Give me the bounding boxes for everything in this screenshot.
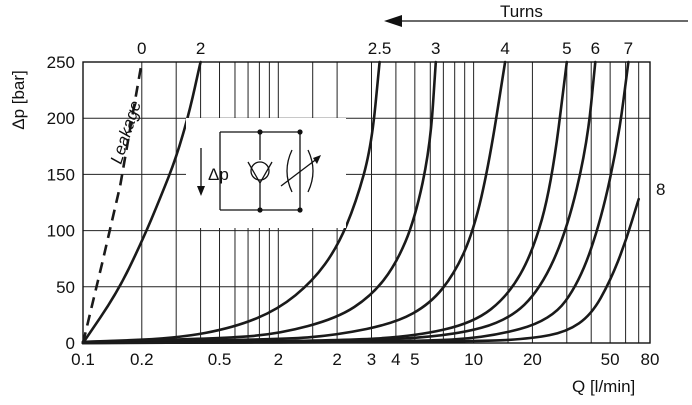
turns-value-label: 7 <box>624 39 633 58</box>
x-tick-label: 4 <box>391 350 400 369</box>
x-tick-label: 3 <box>367 350 376 369</box>
turns-label: Turns <box>500 2 543 21</box>
turns-value-label: 0 <box>137 39 146 58</box>
turns-indicator: Turns <box>384 2 688 27</box>
turns-value-label: 5 <box>562 39 571 58</box>
x-tick-label: 20 <box>523 350 542 369</box>
series-0-line <box>81 60 202 345</box>
x-tick-label: 10 <box>464 350 483 369</box>
x-tick-label: 50 <box>601 350 620 369</box>
series-3-line <box>81 60 438 344</box>
y-tick-label: 50 <box>56 278 75 297</box>
series-leakage-line <box>81 61 144 344</box>
turns-value-label: 8 <box>656 180 665 199</box>
x-tick-label: 0.1 <box>71 350 95 369</box>
turns-value-label: 2.5 <box>368 39 392 58</box>
y-tick-label: 100 <box>47 222 75 241</box>
series-2-5-line <box>81 60 381 344</box>
turns-value-label: 3 <box>431 39 440 58</box>
x-tick-label: 0.2 <box>130 350 154 369</box>
inset-delta-p-label: Δp <box>208 165 229 184</box>
leakage-label: Leakage <box>107 98 145 166</box>
y-tick-label: 0 <box>66 334 75 353</box>
y-tick-label: 200 <box>47 109 75 128</box>
arrow-left-icon <box>384 15 402 27</box>
x-tick-label: 0.5 <box>208 350 232 369</box>
turns-value-label: 6 <box>591 39 600 58</box>
x-tick-label: 2 <box>274 350 283 369</box>
arrow-down-icon <box>197 186 205 196</box>
x-axis-label: Q [l/min] <box>572 377 635 396</box>
hydraulic-symbol-inset: Δp <box>186 118 346 228</box>
series <box>81 60 640 345</box>
x-axis-ticks: 0.1 0.2 0.5 2 2 3 4 5 10 20 50 80 <box>71 350 659 369</box>
turns-value-label: 2 <box>196 39 205 58</box>
x-tick-label: 2 <box>332 350 341 369</box>
throttle-icon <box>286 149 293 193</box>
y-axis-label: Δp [bar] <box>9 70 28 130</box>
check-valve-icon <box>250 161 270 181</box>
y-tick-label: 250 <box>47 53 75 72</box>
x-tick-label: 80 <box>641 350 660 369</box>
x-tick-label: 5 <box>410 350 419 369</box>
series-8-line <box>81 197 640 345</box>
y-axis-ticks: 0 50 100 150 200 250 <box>47 53 75 353</box>
series-4-line <box>81 60 507 344</box>
turns-value-label: 4 <box>500 39 509 58</box>
curve-labels: 0 2 2.5 3 4 5 6 7 8 <box>137 39 665 199</box>
y-tick-label: 150 <box>47 165 75 184</box>
